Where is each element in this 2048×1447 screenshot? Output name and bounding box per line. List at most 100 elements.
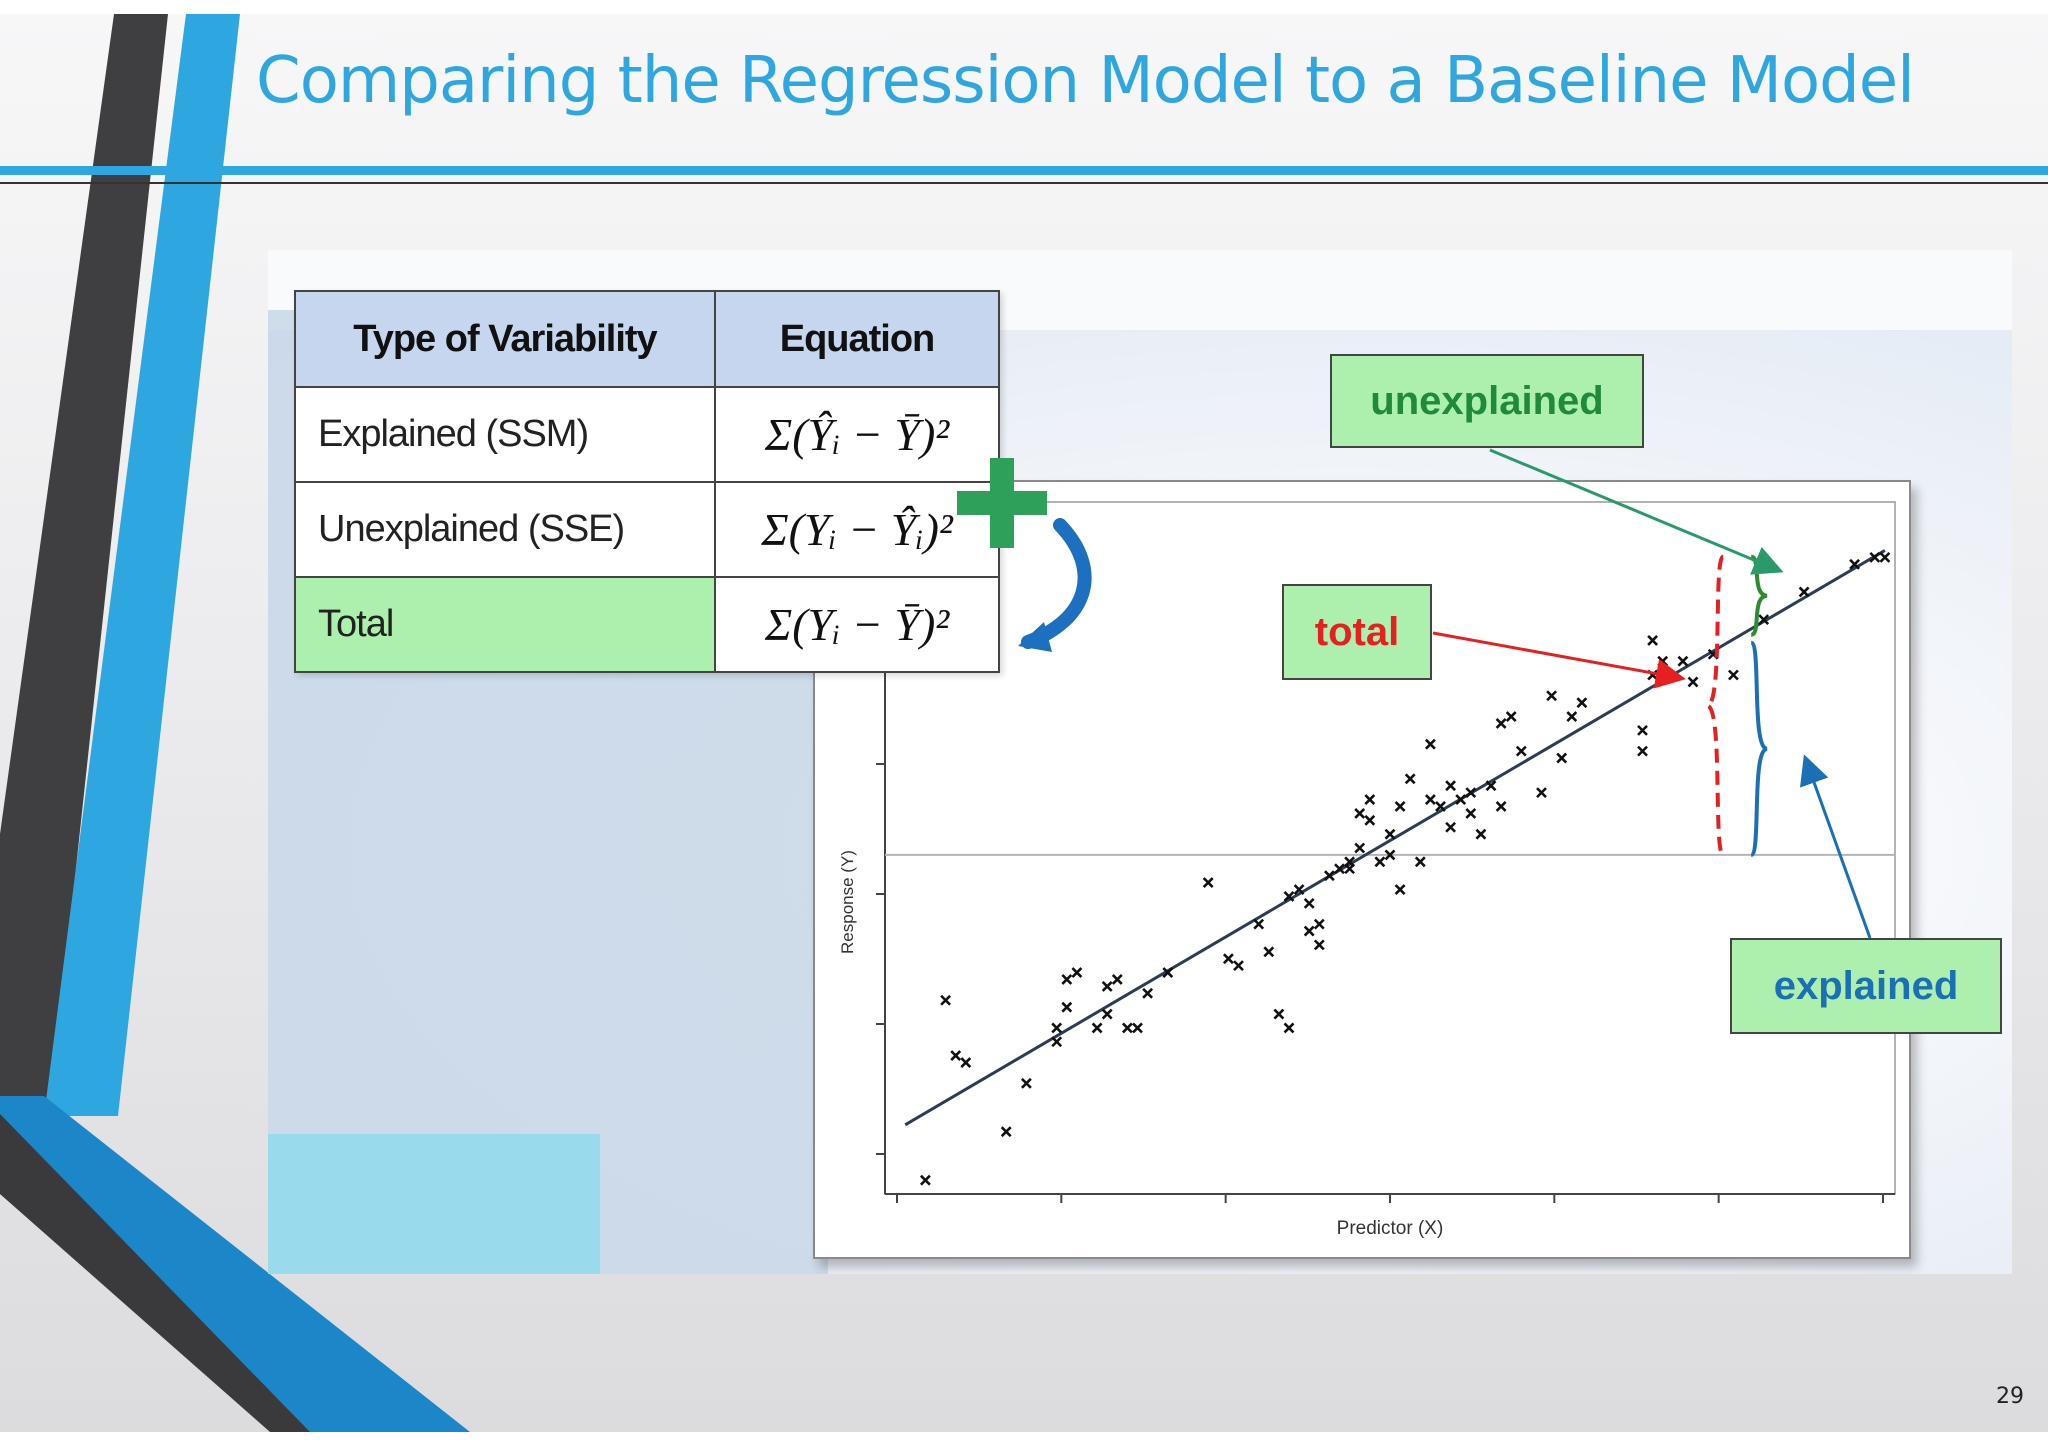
data-point: [1546, 690, 1558, 702]
data-point: [1505, 711, 1517, 722]
data-point: [1364, 814, 1376, 826]
equation-ssm: Σ(Ŷᵢ − Ȳ)²: [714, 386, 1000, 483]
data-point: [1263, 946, 1275, 958]
data-point: [1515, 745, 1527, 757]
data-point: [1576, 697, 1588, 709]
data-point: [1435, 801, 1446, 812]
data-point: [1303, 897, 1315, 909]
data-point: [1233, 960, 1244, 972]
regression-figure: Predictor (X) Response (Y) Type of Varia…: [268, 250, 2012, 1274]
data-point: [1091, 1022, 1103, 1034]
callout-explained: explained: [1730, 938, 2002, 1034]
data-point: [1566, 711, 1578, 722]
data-point: [1657, 655, 1669, 667]
data-point: [1101, 980, 1113, 992]
data-point: [1293, 884, 1305, 895]
x-axis-label: Predictor (X): [1337, 1218, 1444, 1239]
data-point: [1758, 614, 1770, 626]
table-row: Total Σ(Yᵢ − Ȳ)²: [294, 576, 1000, 673]
data-point: [1061, 974, 1073, 985]
data-point: [1364, 794, 1376, 805]
data-point: [1051, 1022, 1063, 1034]
data-point: [1485, 780, 1497, 792]
slide-decoration: [0, 14, 2048, 1432]
data-point: [1283, 891, 1295, 902]
data-point: [1354, 807, 1366, 819]
callout-unexplained: unexplained: [1330, 354, 1644, 448]
data-point: [1334, 863, 1345, 875]
data-point: [1556, 752, 1568, 764]
data-point: [919, 1174, 931, 1186]
data-point: [1344, 863, 1356, 875]
data-point: [1020, 1077, 1032, 1089]
data-point: [1101, 1008, 1113, 1020]
dark-wedge-bottom: [0, 1114, 310, 1432]
data-point: [1475, 828, 1487, 840]
data-point: [1495, 718, 1507, 729]
plot-marks: [885, 549, 1895, 1186]
y-axis-label: Response (Y): [838, 850, 857, 954]
equation-sse: Σ(Yᵢ − Ŷᵢ)²: [714, 481, 1000, 578]
data-point: [1000, 1126, 1012, 1138]
data-point: [1384, 849, 1396, 861]
data-point: [1202, 877, 1214, 889]
blue-wedge-bottom: [0, 1096, 470, 1432]
row-label-unexplained: Unexplained (SSE): [294, 481, 716, 578]
dark-stripe-left: [0, 14, 168, 1109]
data-point: [1465, 787, 1477, 799]
data-point: [1687, 676, 1699, 688]
row-label-explained: Explained (SSM): [294, 386, 716, 483]
blue-stripe-left: [44, 14, 240, 1116]
table-row: Explained (SSM) Σ(Ŷᵢ − Ȳ)²: [294, 386, 1000, 483]
data-point: [1879, 551, 1891, 563]
data-point: [1495, 801, 1507, 812]
slide-title: Comparing the Regression Model to a Base…: [256, 44, 1915, 118]
accent-rectangle: [268, 1134, 600, 1274]
column-header-type: Type of Variability: [294, 290, 716, 388]
data-point: [1162, 967, 1174, 978]
data-point: [1445, 821, 1457, 833]
row-label-total: Total: [294, 576, 716, 673]
data-point: [1637, 724, 1648, 736]
data-point: [1637, 745, 1648, 757]
data-point: [1849, 558, 1861, 570]
data-point: [1445, 780, 1457, 792]
data-point: [1647, 669, 1659, 681]
data-point: [1071, 967, 1083, 978]
table-row: Unexplained (SSE) Σ(Yᵢ − Ŷᵢ)²: [294, 481, 1000, 578]
data-point: [1142, 987, 1154, 999]
title-rule-blue: [0, 166, 2048, 175]
table-header-row: Type of Variability Equation: [294, 290, 1000, 388]
data-point: [1798, 586, 1810, 598]
column-header-equation: Equation: [714, 290, 1000, 388]
data-point: [1354, 842, 1366, 854]
data-point: [1869, 551, 1881, 563]
data-point: [1253, 918, 1265, 930]
data-point: [940, 994, 952, 1006]
data-point: [1051, 1036, 1063, 1048]
data-point: [1647, 634, 1659, 646]
page-number: 29: [1996, 1384, 2024, 1409]
brace-total: [1706, 554, 1726, 857]
data-point: [1323, 870, 1335, 882]
slide: Comparing the Regression Model to a Base…: [0, 14, 2048, 1432]
data-point: [1273, 1008, 1285, 1020]
data-point: [1465, 807, 1477, 819]
data-point: [1313, 939, 1325, 951]
callout-total: total: [1282, 584, 1432, 680]
data-point: [1374, 856, 1386, 868]
brace-explained: [1749, 640, 1769, 857]
data-point: [1677, 655, 1689, 667]
data-point: [1121, 1022, 1133, 1034]
data-point: [1384, 828, 1396, 840]
variability-table: Type of Variability Equation Explained (…: [294, 290, 1000, 673]
data-point: [1414, 856, 1426, 868]
data-point: [1394, 884, 1406, 895]
data-point: [1111, 974, 1123, 985]
data-point: [950, 1050, 962, 1062]
data-point: [960, 1057, 972, 1068]
data-point: [1424, 738, 1436, 750]
equation-total: Σ(Yᵢ − Ȳ)²: [714, 576, 1000, 673]
data-point: [1455, 794, 1467, 805]
title-rule-dark: [0, 182, 2048, 184]
